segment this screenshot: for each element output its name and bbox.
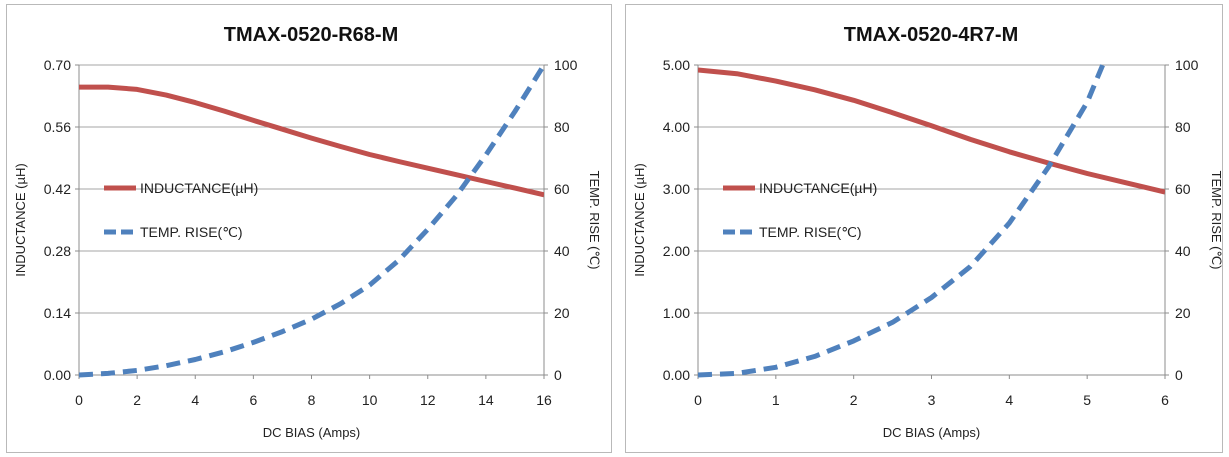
x-axis-label: DC BIAS (Amps) [263,425,361,440]
inductance-series-line [698,67,1165,195]
x-tick-label: 2 [850,392,858,408]
y2-tick-label: 60 [554,181,570,197]
y-tick-label: 1.00 [663,305,690,321]
x-tick-label: 16 [536,392,552,408]
x-tick-label: 1 [772,392,780,408]
y-tick-label: 0.00 [663,367,690,383]
y2-tick-label: 80 [1175,119,1191,135]
x-tick-label: 10 [362,392,378,408]
y2-tick-label: 100 [554,57,578,73]
inductance-chart-r68: 0.00 0.14 0.28 0.42 0.56 0.70 0 20 40 60 80 100 0 2 4 6… [13,24,602,440]
x-tick-label: 6 [249,392,257,408]
y2-tick-label: 40 [554,243,570,259]
y2-tick-label: 20 [554,305,570,321]
y2-tick-label: 0 [1175,367,1183,383]
x-tick-label: 4 [191,392,199,408]
legend-entry: INDUCTANCE(µH) [759,180,877,196]
y-tick-label: 0.56 [44,119,71,135]
chart-title: TMAX-0520-R68-M [224,24,398,46]
x-tick-label: 0 [75,392,83,408]
inductance-series-line [79,84,544,198]
y-axis-label: INDUCTANCE (µH) [632,163,647,276]
y2-tick-label: 20 [1175,305,1191,321]
legend-entry: INDUCTANCE(µH) [140,180,258,196]
y-axis-label: INDUCTANCE (µH) [13,163,28,276]
y-tick-label: 0.70 [44,57,71,73]
y-tick-label: 0.00 [44,367,71,383]
x-tick-label: 3 [928,392,936,408]
y2-tick-label: 40 [1175,243,1191,259]
inductance-chart-4r7: 0.00 1.00 2.00 3.00 4.00 5.00 0 20 40 60 80 100 0 1 2 3… [632,24,1224,440]
y2-tick-label: 60 [1175,181,1191,197]
x-axis-label: DC BIAS (Amps) [883,425,981,440]
chart-panel-left: 0.00 0.14 0.28 0.42 0.56 0.70 0 20 40 60 80 100 0 2 4 6… [6,4,612,453]
y2-tick-label: 80 [554,119,570,135]
x-tick-label: 0 [694,392,702,408]
x-tick-label: 6 [1161,392,1169,408]
y-tick-label: 3.00 [663,181,690,197]
x-tick-label: 14 [478,392,494,408]
y2-axis-label: TEMP. RISE (℃) [1209,171,1224,270]
y-tick-label: 0.28 [44,243,71,259]
y2-tick-label: 100 [1175,57,1199,73]
chart-panel-right: 0.00 1.00 2.00 3.00 4.00 5.00 0 20 40 60 80 100 0 1 2 3… [625,4,1224,453]
legend-entry: TEMP. RISE(℃) [140,224,243,240]
y2-axis-label: TEMP. RISE (℃) [587,171,602,270]
x-tick-label: 2 [133,392,141,408]
y-tick-label: 2.00 [663,243,690,259]
temp-rise-series-line [79,63,544,378]
x-tick-label: 8 [308,392,316,408]
x-tick-label: 5 [1083,392,1091,408]
y2-tick-label: 0 [554,367,562,383]
x-tick-label: 4 [1005,392,1013,408]
legend-entry: TEMP. RISE(℃) [759,224,862,240]
y-tick-label: 0.42 [44,181,71,197]
y-tick-label: 4.00 [663,119,690,135]
x-tick-label: 12 [420,392,436,408]
chart-title: TMAX-0520-4R7-M [844,24,1018,46]
y-tick-label: 0.14 [44,305,71,321]
temp-rise-series-line [698,64,1106,378]
y-tick-label: 5.00 [663,57,690,73]
